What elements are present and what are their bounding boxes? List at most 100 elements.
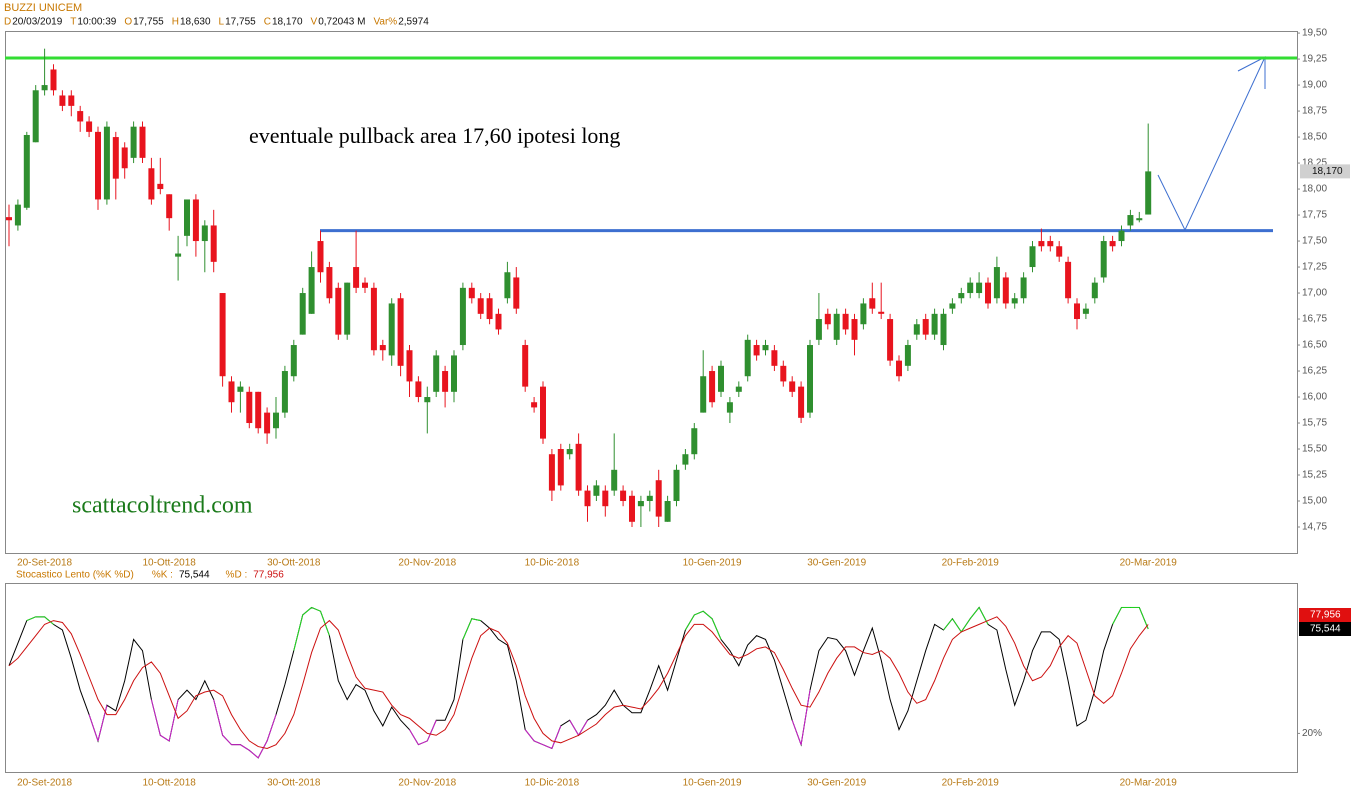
x-tick-label: 20-Set-2018 [17, 778, 72, 789]
candle-body [50, 69, 57, 91]
y-tick-label: 18,00 [1302, 184, 1327, 195]
candle-body [593, 485, 600, 496]
indicator-panel [5, 583, 1298, 773]
candle-body [815, 319, 822, 340]
candle-body [237, 386, 244, 392]
candle-body [575, 443, 582, 491]
field-label: T [70, 17, 76, 28]
zone-segment [150, 699, 161, 736]
value-box-label: 75,544 [1310, 624, 1341, 635]
x-tick-label: 20-Feb-2019 [942, 778, 1000, 789]
x-tick-label: 10-Ott-2018 [143, 778, 197, 789]
field-value: 17,755 [133, 17, 164, 28]
candle-body [1145, 171, 1152, 215]
candle-body [495, 313, 502, 330]
candle-body [281, 371, 288, 413]
candle-body [77, 111, 84, 122]
y-tick-label: 15,25 [1302, 470, 1327, 481]
y-tick-label: 20% [1302, 728, 1322, 739]
candle-body [148, 168, 155, 200]
candle-body [23, 134, 30, 208]
candle-body [6, 217, 12, 221]
y-tick-label: 17,75 [1302, 210, 1327, 221]
candle-body [602, 490, 609, 507]
field-value: 18,630 [180, 17, 211, 28]
field-value: 17,755 [225, 17, 256, 28]
zone-segment [248, 749, 259, 759]
x-tick-label: 10-Ott-2018 [143, 558, 197, 569]
zone-segment [426, 720, 437, 742]
zone-segment [471, 618, 481, 622]
y-tick-label: 15,75 [1302, 418, 1327, 429]
candle-body [744, 339, 751, 377]
y-tick-label: 19,00 [1302, 80, 1327, 91]
x-tick-label: 10-Gen-2019 [683, 778, 742, 789]
candle-body [513, 277, 520, 309]
candle-body [691, 428, 698, 455]
candle-body [1020, 277, 1027, 299]
candle-body [566, 449, 573, 455]
x-tick-label: 30-Ott-2018 [267, 558, 321, 569]
candle-body [833, 313, 840, 340]
zone-segment [533, 740, 544, 746]
candle-body [1002, 277, 1009, 304]
candle-body [700, 376, 707, 413]
zone-segment [462, 618, 473, 640]
zone-segment [569, 719, 580, 736]
candle-body [878, 311, 885, 314]
y-tick-label: 16,00 [1302, 392, 1327, 403]
candle-body [531, 402, 538, 408]
candle-body [290, 345, 297, 377]
field-value: 0,72043 M [318, 17, 365, 28]
candle-body [735, 386, 742, 392]
candle-body [59, 95, 66, 106]
candle-body [264, 412, 271, 434]
field-value: 2,5974 [398, 17, 429, 28]
y-tick-label: 18,25 [1302, 158, 1327, 169]
candle-body [753, 345, 760, 356]
candle-body [486, 298, 493, 320]
value-box [1299, 608, 1351, 622]
x-tick-label: 30-Gen-2019 [807, 558, 866, 569]
candle-body [139, 126, 146, 158]
zone-segment [302, 607, 312, 616]
candle-body [335, 287, 342, 335]
candle-body [184, 199, 190, 236]
candle-body [201, 225, 208, 242]
zone-segment [311, 606, 321, 612]
candle-body [584, 490, 591, 507]
candle-body [726, 402, 733, 413]
candle-body [175, 253, 182, 257]
candle-body [709, 371, 716, 403]
field-value: 20/03/2019 [12, 17, 62, 28]
candle-body [1029, 246, 1036, 268]
annotation: eventuale pullback area 17,60 ipotesi lo… [249, 123, 620, 148]
candle-body [103, 126, 110, 200]
y-tick-label: 14,75 [1302, 522, 1327, 533]
candle-body [548, 454, 555, 491]
zone-segment [160, 734, 170, 742]
candle-body [326, 267, 333, 299]
x-tick-label: 10-Gen-2019 [683, 558, 742, 569]
zone-segment [524, 729, 535, 742]
candle-body [646, 495, 653, 502]
last-price-label: 18,170 [1312, 166, 1343, 177]
zone-segment [943, 618, 953, 631]
candle-body [842, 313, 849, 330]
zone-segment [978, 607, 989, 625]
field-label: C [264, 17, 271, 28]
arrow-head [1237, 56, 1266, 89]
candle-body [860, 303, 867, 325]
candle-body [459, 287, 466, 346]
candle-body [637, 501, 644, 507]
candle-body [344, 282, 351, 335]
value-box-label: 77,956 [1310, 610, 1341, 621]
candle-body [851, 319, 858, 340]
legend-value: 77,956 [253, 570, 284, 581]
zone-segment [222, 734, 232, 746]
y-tick-label: 17,00 [1302, 288, 1327, 299]
zone-segment [88, 714, 99, 742]
x-tick-label: 30-Ott-2018 [267, 778, 321, 789]
instrument-title: BUZZI UNICEM [4, 2, 82, 14]
